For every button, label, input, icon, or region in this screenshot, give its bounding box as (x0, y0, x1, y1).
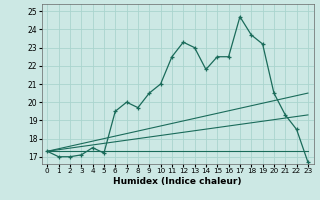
X-axis label: Humidex (Indice chaleur): Humidex (Indice chaleur) (113, 177, 242, 186)
